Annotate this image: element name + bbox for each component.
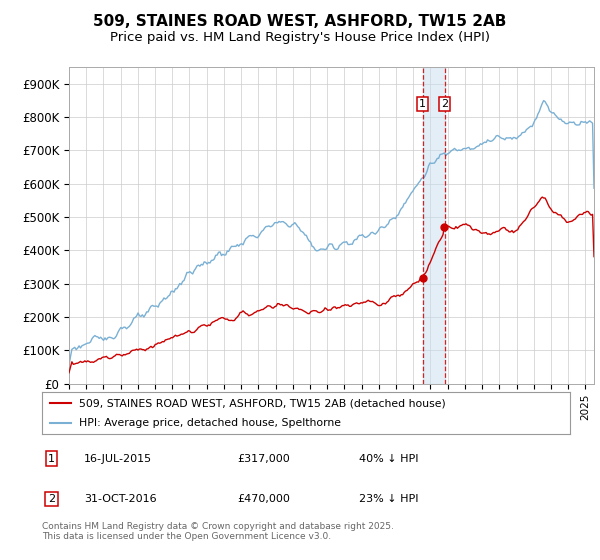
- Text: £470,000: £470,000: [238, 494, 290, 504]
- Text: 16-JUL-2015: 16-JUL-2015: [84, 454, 152, 464]
- Text: 2: 2: [441, 99, 448, 109]
- Text: 23% ↓ HPI: 23% ↓ HPI: [359, 494, 418, 504]
- Text: 2: 2: [48, 494, 55, 504]
- Text: Contains HM Land Registry data © Crown copyright and database right 2025.
This d: Contains HM Land Registry data © Crown c…: [42, 522, 394, 542]
- Text: 1: 1: [419, 99, 426, 109]
- Bar: [422, 67, 445, 384]
- Text: 509, STAINES ROAD WEST, ASHFORD, TW15 2AB: 509, STAINES ROAD WEST, ASHFORD, TW15 2A…: [94, 14, 506, 29]
- Text: 509, STAINES ROAD WEST, ASHFORD, TW15 2AB (detached house): 509, STAINES ROAD WEST, ASHFORD, TW15 2A…: [79, 398, 446, 408]
- Text: 31-OCT-2016: 31-OCT-2016: [84, 494, 157, 504]
- Text: 40% ↓ HPI: 40% ↓ HPI: [359, 454, 418, 464]
- Text: 1: 1: [48, 454, 55, 464]
- Text: HPI: Average price, detached house, Spelthorne: HPI: Average price, detached house, Spel…: [79, 418, 341, 428]
- Text: Price paid vs. HM Land Registry's House Price Index (HPI): Price paid vs. HM Land Registry's House …: [110, 31, 490, 44]
- Text: £317,000: £317,000: [238, 454, 290, 464]
